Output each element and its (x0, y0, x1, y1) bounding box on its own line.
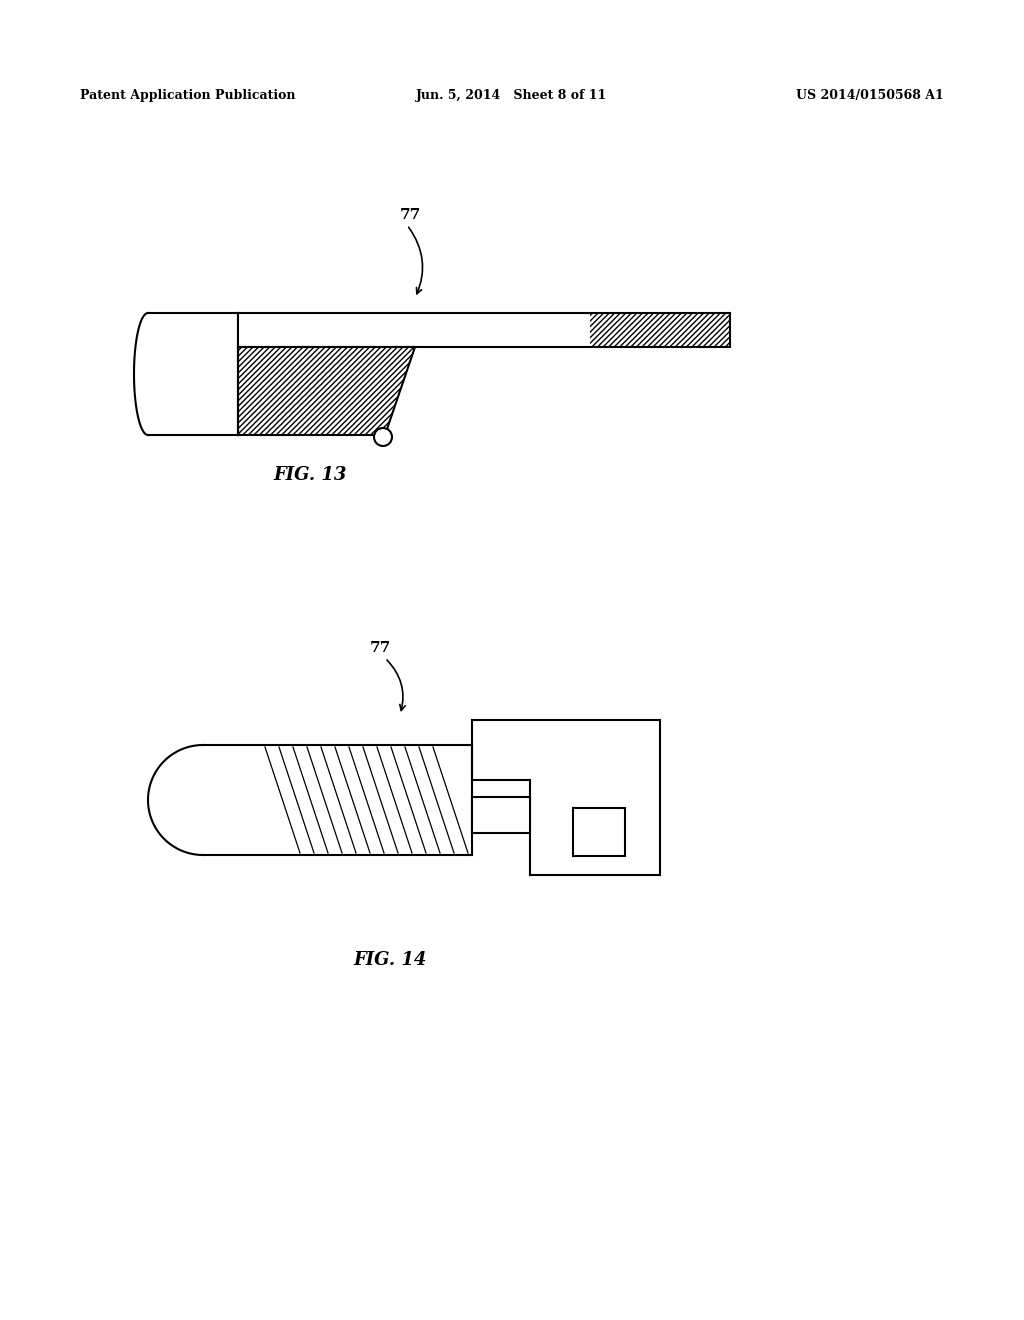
Bar (472, 797, 530, 833)
Text: US 2014/0150568 A1: US 2014/0150568 A1 (797, 88, 944, 102)
Bar (590, 313, 730, 347)
Polygon shape (238, 347, 415, 436)
Bar (573, 808, 625, 855)
Text: 77: 77 (370, 642, 391, 655)
Text: FIG. 13: FIG. 13 (273, 466, 347, 484)
Text: Patent Application Publication: Patent Application Publication (80, 88, 296, 102)
Text: Jun. 5, 2014   Sheet 8 of 11: Jun. 5, 2014 Sheet 8 of 11 (417, 88, 607, 102)
Circle shape (374, 428, 392, 446)
Bar (238, 313, 730, 347)
Text: 77: 77 (400, 209, 421, 222)
Text: FIG. 14: FIG. 14 (353, 950, 427, 969)
